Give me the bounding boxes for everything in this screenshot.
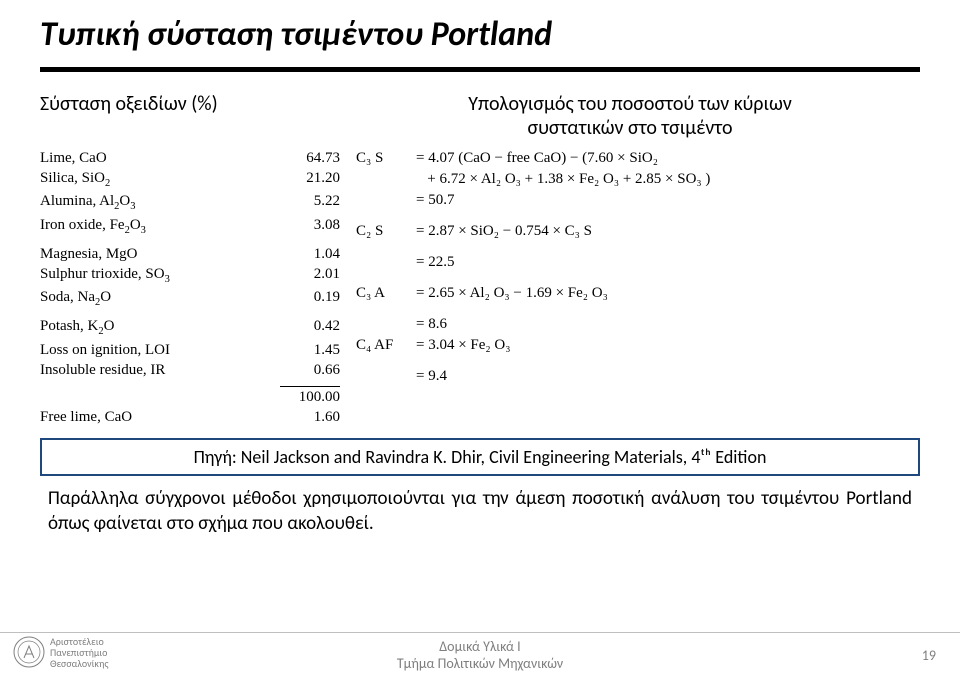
oxide-label: Sulphur trioxide, SO3 bbox=[40, 264, 280, 287]
oxide-table: Lime, CaO64.73 Silica, SiO221.20 Alumina… bbox=[40, 148, 340, 428]
c3a-label: C₃ A bbox=[356, 283, 416, 304]
subtitle-right-line1: Υπολογισμός του ποσοστού των κύριων bbox=[340, 92, 920, 116]
subtitle-right-line2: συστατικών στο τσιμέντο bbox=[340, 116, 920, 140]
oxide-label: Loss on ignition, LOI bbox=[40, 340, 280, 360]
oxide-total: 100.00 bbox=[280, 386, 340, 407]
c2s-formula: = 2.87 × SiO₂ − 0.754 × C₃ S bbox=[416, 221, 920, 242]
oxide-label: Iron oxide, Fe2O3 bbox=[40, 215, 280, 238]
oxide-value: 0.42 bbox=[280, 316, 340, 339]
c2s-label: C₂ S bbox=[356, 221, 416, 242]
oxide-label: Alumina, Al2O3 bbox=[40, 191, 280, 214]
footer-center-l2: Τμήμα Πολιτικών Μηχανικών bbox=[0, 656, 960, 673]
c3s-value: = 50.7 bbox=[416, 190, 920, 211]
oxide-value: 21.20 bbox=[280, 168, 340, 191]
oxide-value: 5.22 bbox=[280, 191, 340, 214]
oxide-label: Magnesia, MgO bbox=[40, 244, 280, 264]
oxide-label: Free lime, CaO bbox=[40, 407, 280, 427]
oxide-value: 3.08 bbox=[280, 215, 340, 238]
oxide-label: Silica, SiO2 bbox=[40, 168, 280, 191]
c2s-value: = 22.5 bbox=[416, 252, 920, 273]
oxide-value: 0.66 bbox=[280, 360, 340, 380]
c3a-formula: = 2.65 × Al₂ O₃ − 1.69 × Fe₂ O₃ bbox=[416, 283, 920, 304]
c3s-formula1: = 4.07 (CaO − free CaO) − (7.60 × SiO₂ bbox=[416, 148, 920, 169]
source-box: Πηγή: Neil Jackson and Ravindra K. Dhir,… bbox=[40, 438, 920, 476]
oxide-value: 0.19 bbox=[280, 287, 340, 310]
oxide-value: 1.60 bbox=[280, 407, 340, 427]
footer-center-l1: Δομικά Υλικά Ι bbox=[0, 639, 960, 656]
oxide-value: 1.45 bbox=[280, 340, 340, 360]
paragraph: Παράλληλα σύγχρονοι μέθοδοι χρησιμοποιού… bbox=[48, 486, 912, 537]
c4af-formula: = 3.04 × Fe₂ O₃ bbox=[416, 335, 920, 356]
oxide-value: 2.01 bbox=[280, 264, 340, 287]
slide-title: Τυπική σύσταση τσιμέντου Portland bbox=[0, 0, 960, 55]
c4af-value: = 9.4 bbox=[416, 366, 920, 387]
c3s-formula2: + 6.72 × Al₂ O₃ + 1.38 × Fe₂ O₃ + 2.85 ×… bbox=[416, 169, 920, 190]
oxide-label: Soda, Na2O bbox=[40, 287, 280, 310]
page-number: 19 bbox=[922, 647, 936, 664]
title-rule bbox=[40, 67, 920, 72]
oxide-value: 64.73 bbox=[280, 148, 340, 168]
oxide-label: Insoluble residue, IR bbox=[40, 360, 280, 380]
oxide-value: 1.04 bbox=[280, 244, 340, 264]
c3a-value: = 8.6 bbox=[416, 314, 920, 335]
calculation-block: C₃ S= 4.07 (CaO − free CaO) − (7.60 × Si… bbox=[340, 148, 920, 428]
c3s-label: C₃ S bbox=[356, 148, 416, 169]
subtitle-left: Σύσταση οξειδίων (%) bbox=[40, 92, 340, 140]
c4af-label: C₄ AF bbox=[356, 335, 416, 356]
oxide-label: Potash, K2O bbox=[40, 316, 280, 339]
footer: Αριστοτέλειο Πανεπιστήμιο Θεσσαλονίκης Δ… bbox=[0, 632, 960, 681]
oxide-label: Lime, CaO bbox=[40, 148, 280, 168]
